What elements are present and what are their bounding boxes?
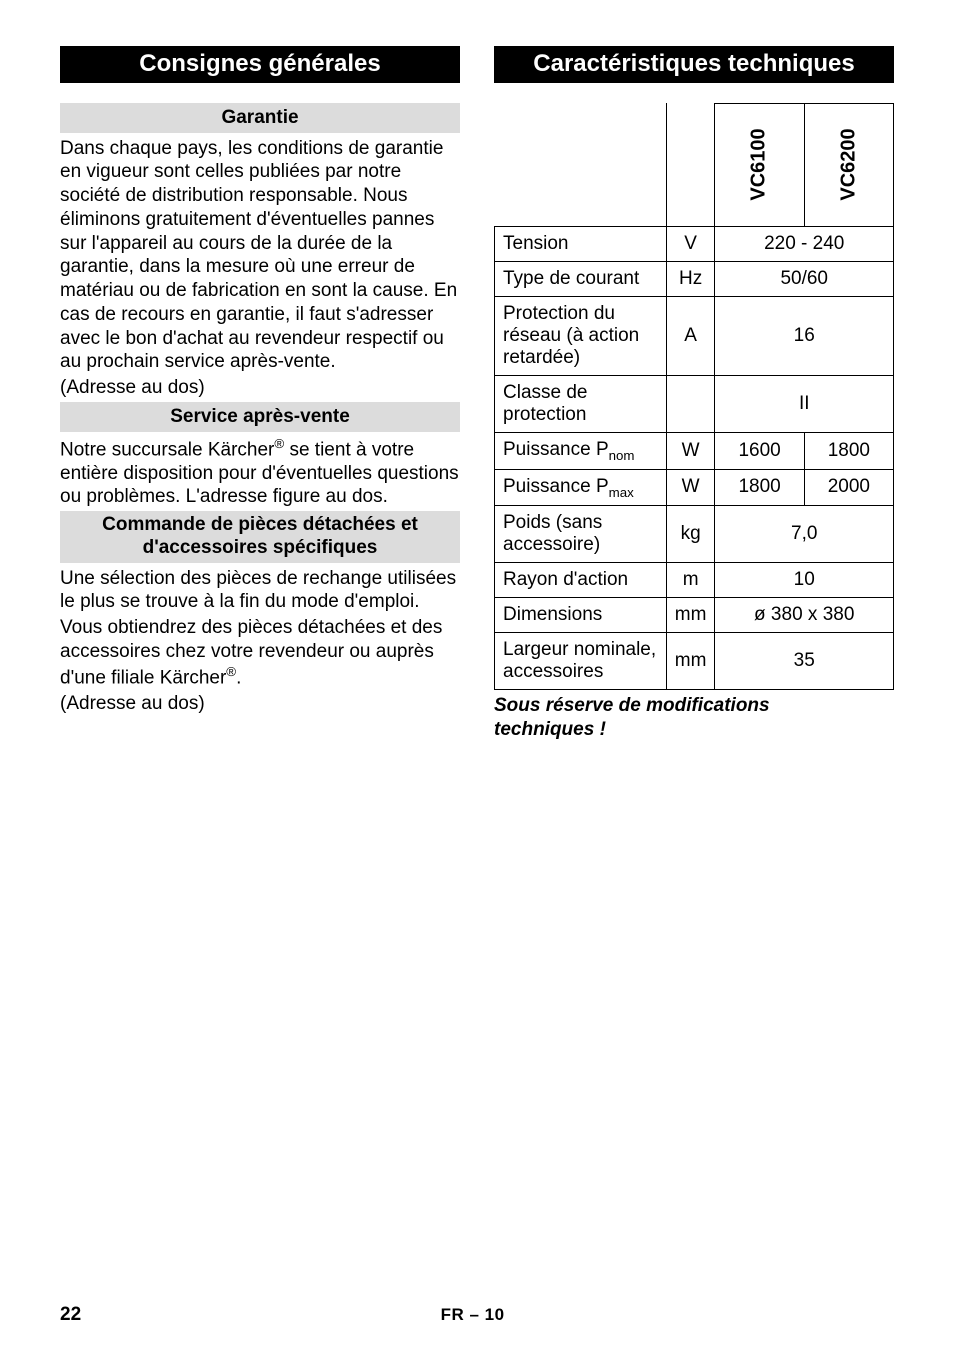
footer-mid: FR – 10 xyxy=(441,1305,505,1325)
footnote-l1: Sous réserve de modifications xyxy=(494,695,770,716)
model1-label: VC6100 xyxy=(748,129,771,201)
table-row: Dimensions mm ø 380 x 380 xyxy=(495,598,894,633)
section-title-right: Caractéristiques techniques xyxy=(494,46,894,83)
commande-para2-after: . xyxy=(236,667,241,688)
cell-value: 1600 xyxy=(715,432,804,469)
registered-icon: ® xyxy=(226,664,236,679)
cell-value: 35 xyxy=(715,633,894,690)
footer-lang: FR xyxy=(441,1305,465,1324)
sav-para-before: Notre succursale Kärcher xyxy=(60,439,274,460)
cell-label: Puissance Pmax xyxy=(495,469,667,506)
commande-adresse: (Adresse au dos) xyxy=(60,692,460,716)
footnote: Sous réserve de modifications techniques… xyxy=(494,694,894,742)
cell-label: Poids (sans accessoire) xyxy=(495,506,667,563)
cell-unit: V xyxy=(666,226,715,261)
commande-para2: Vous obtiendrez des pièces détachées et … xyxy=(60,616,460,690)
cell-label: Tension xyxy=(495,226,667,261)
cell-unit: A xyxy=(666,296,715,375)
cell-label: Rayon d'action xyxy=(495,563,667,598)
cell-unit: mm xyxy=(666,633,715,690)
footnote-l2: techniques ! xyxy=(494,719,606,740)
table-row: VC6100 VC6200 xyxy=(495,103,894,226)
table-row: Poids (sans accessoire) kg 7,0 xyxy=(495,506,894,563)
registered-icon: ® xyxy=(274,436,284,451)
pnom-sub: nom xyxy=(609,448,635,463)
pmax-sub: max xyxy=(609,484,634,499)
cell-label: Largeur nominale, accessoires xyxy=(495,633,667,690)
th-model1: VC6100 xyxy=(715,103,804,226)
left-column: Consignes générales Garantie Dans chaque… xyxy=(60,46,460,742)
table-row: Rayon d'action m 10 xyxy=(495,563,894,598)
heading-sav: Service après-vente xyxy=(60,402,460,432)
table-row: Puissance Pmax W 1800 2000 xyxy=(495,469,894,506)
table-row: Largeur nominale, accessoires mm 35 xyxy=(495,633,894,690)
th-empty-unit xyxy=(666,103,715,226)
cell-label: Dimensions xyxy=(495,598,667,633)
model2-label: VC6200 xyxy=(837,129,860,201)
cell-value: 1800 xyxy=(715,469,804,506)
garantie-adresse: (Adresse au dos) xyxy=(60,376,460,400)
cell-value: 220 - 240 xyxy=(715,226,894,261)
table-row: Tension V 220 - 240 xyxy=(495,226,894,261)
cell-value: ø 380 x 380 xyxy=(715,598,894,633)
cell-unit: mm xyxy=(666,598,715,633)
cell-label: Classe de protection xyxy=(495,375,667,432)
section-title-left: Consignes générales xyxy=(60,46,460,83)
table-row: Type de courant Hz 50/60 xyxy=(495,261,894,296)
table-row: Classe de protection II xyxy=(495,375,894,432)
cell-value: 7,0 xyxy=(715,506,894,563)
pnom-prefix: Puissance P xyxy=(503,439,609,460)
cell-unit: m xyxy=(666,563,715,598)
columns: Consignes générales Garantie Dans chaque… xyxy=(60,46,894,742)
right-column: Caractéristiques techniques VC6100 VC620… xyxy=(494,46,894,742)
cell-unit: Hz xyxy=(666,261,715,296)
footer-page-number: 22 xyxy=(60,1304,81,1326)
cell-unit xyxy=(666,375,715,432)
footer: 22 FR – 10 xyxy=(60,1304,894,1326)
th-empty-label xyxy=(495,103,667,226)
footer-subpage: 10 xyxy=(485,1305,505,1324)
cell-label: Puissance Pnom xyxy=(495,432,667,469)
cell-label: Type de courant xyxy=(495,261,667,296)
cell-unit: kg xyxy=(666,506,715,563)
heading-garantie: Garantie xyxy=(60,103,460,133)
heading-commande-l2: d'accessoires spécifiques xyxy=(143,537,378,558)
pmax-prefix: Puissance P xyxy=(503,476,609,497)
page: Consignes générales Garantie Dans chaque… xyxy=(0,0,954,1354)
cell-unit: W xyxy=(666,432,715,469)
commande-para1: Une sélection des pièces de rechange uti… xyxy=(60,567,460,615)
cell-value: 50/60 xyxy=(715,261,894,296)
th-model2: VC6200 xyxy=(804,103,893,226)
commande-para2-before: Vous obtiendrez des pièces détachées et … xyxy=(60,617,442,688)
cell-label: Protection du réseau (à action retardée) xyxy=(495,296,667,375)
cell-value: 1800 xyxy=(804,432,893,469)
garantie-para: Dans chaque pays, les conditions de gara… xyxy=(60,137,460,375)
cell-value: 16 xyxy=(715,296,894,375)
cell-unit: W xyxy=(666,469,715,506)
footer-sep: – xyxy=(464,1305,484,1324)
table-row: Protection du réseau (à action retardée)… xyxy=(495,296,894,375)
sav-para: Notre succursale Kärcher® se tient à vot… xyxy=(60,436,460,510)
cell-value: II xyxy=(715,375,894,432)
cell-value: 2000 xyxy=(804,469,893,506)
heading-commande-l1: Commande de pièces détachées et xyxy=(102,514,418,535)
heading-commande: Commande de pièces détachées et d'access… xyxy=(60,511,460,563)
table-row: Puissance Pnom W 1600 1800 xyxy=(495,432,894,469)
cell-value: 10 xyxy=(715,563,894,598)
spec-table: VC6100 VC6200 Tension V 220 - 240 Type d… xyxy=(494,103,894,691)
